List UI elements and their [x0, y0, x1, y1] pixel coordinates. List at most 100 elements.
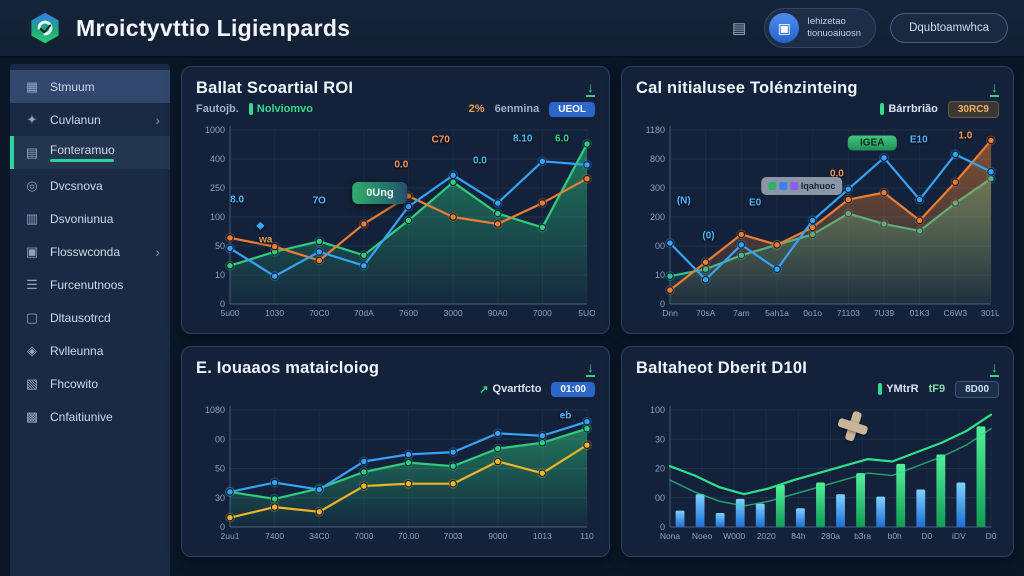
chart-panel-mataicloiog: E. Iouaaos mataicloiog ↓ ↗ Qvartfcto 01:00… — [181, 346, 610, 557]
panel-title: Ballat Scoartial ROI — [196, 79, 354, 98]
svg-text:3000: 3000 — [444, 308, 463, 318]
chartbox-icon: ▧ — [25, 375, 39, 391]
svg-text:D0: D0 — [986, 531, 997, 541]
avatar: ▣ — [769, 13, 800, 43]
sidebar-item-dltausotrcd[interactable]: ▢ Dltausotrcd — [10, 301, 170, 334]
svg-text:1030: 1030 — [265, 308, 284, 318]
legend-chip: Nolviomvo — [248, 103, 313, 116]
svg-text:0: 0 — [220, 299, 225, 309]
sidebar-item-furcenutnoos[interactable]: ☰ Furcenutnoos — [10, 268, 170, 301]
legend-chip: Bárrbrião — [880, 103, 938, 116]
list-icon: ☰ — [26, 276, 38, 292]
point-label: wa — [259, 234, 273, 246]
legend-chip: 2% — [468, 103, 485, 116]
sidebar-item-dsvoniunua[interactable]: ▥ Dsvoniunua — [10, 202, 170, 235]
svg-text:300: 300 — [650, 183, 665, 193]
point-label: 8.10 — [513, 133, 533, 145]
legend-chip: YMtrR — [878, 383, 919, 396]
svg-text:Nona: Nona — [660, 531, 681, 541]
legend-swatch — [878, 383, 883, 396]
sidebar-item-flosswconda[interactable]: ▣ Flosswconda › — [10, 235, 170, 268]
chart-canvas: 100 30 20 00 0 Nona Noeo W000 2020 84h 280a b3ra b0h… — [636, 400, 999, 548]
svg-text:0: 0 — [660, 522, 665, 532]
notification-icon[interactable]: ▤ — [732, 20, 747, 37]
user-pill[interactable]: ▣ Iehizetao tionuoaiuosn — [764, 8, 877, 48]
svg-text:70dA: 70dA — [354, 308, 374, 318]
sidebar-item-rvlleunna[interactable]: ◈ Rvlleunna — [10, 334, 170, 367]
sidebar-item-label: Dsvoniunua — [50, 211, 114, 226]
svg-text:250: 250 — [210, 183, 225, 193]
svg-text:1080: 1080 — [205, 405, 225, 415]
svg-text:00: 00 — [655, 241, 665, 251]
sidebar-item-cuvlanun[interactable]: ✦ Cuvlanun › — [10, 103, 170, 136]
chart-panel-roi: Ballat Scoartial ROI ↓ Fautojb. Nolviomvo… — [181, 66, 610, 334]
sidebar-item-label: Dvcsnova — [50, 178, 103, 193]
point-label: 0.0 — [472, 155, 487, 167]
svg-text:Dnn: Dnn — [662, 308, 678, 318]
svg-text:0: 0 — [660, 299, 665, 309]
point-label: (N) — [676, 195, 691, 207]
point-label: E0 — [748, 197, 762, 209]
download-icon[interactable]: ↓ — [990, 79, 999, 98]
sidebar-item-label: Dltausotrcd — [50, 310, 111, 325]
chart-canvas: 1000 400 250 100 50 10 0 5u00 1030 70C0 70dA 7600 30… — [196, 120, 596, 325]
grid-icon: ▦ — [25, 78, 39, 94]
svg-text:W000: W000 — [723, 531, 745, 541]
chevron-right-icon: › — [155, 243, 160, 260]
chart-tooltip-multi: Iqahuoc — [760, 176, 843, 195]
point-label: 6.0 — [555, 133, 569, 145]
download-icon[interactable]: ↓ — [990, 359, 999, 378]
svg-text:84h: 84h — [791, 531, 805, 541]
sidebar-item-label: Furcenutnoos — [50, 277, 124, 292]
svg-text:2020: 2020 — [757, 531, 776, 541]
sidebar-item-fhcowito[interactable]: ▧ Fhcowito — [10, 367, 170, 400]
svg-text:50: 50 — [215, 464, 225, 474]
page-title: Mroictyvttio Ligienpards — [76, 14, 351, 41]
download-icon[interactable]: ↓ — [586, 359, 595, 378]
sidebar-item-cnfaitiunive[interactable]: ▩ Cnfaitiunive — [10, 400, 170, 433]
sidebar-item-label: Stmuum — [50, 79, 95, 94]
svg-text:100: 100 — [650, 405, 665, 415]
sidebar-item-stmuum[interactable]: ▦ Stmuum — [10, 70, 170, 103]
svg-text:7003: 7003 — [444, 531, 463, 541]
chart-panel-tolenzinteing: Cal nitialusee Tolénzinteing ↓ Bárrbrião… — [621, 66, 1014, 334]
legend-swatch — [248, 103, 253, 116]
svg-text:C6W3: C6W3 — [944, 308, 968, 318]
spark-icon: ✦ — [26, 111, 38, 127]
legend-row: Bárrbrião 30RC9 — [636, 100, 999, 118]
download-icon[interactable]: ↓ — [586, 79, 595, 98]
svg-text:b3ra: b3ra — [854, 531, 871, 541]
header-action-button[interactable]: Dqubtoamwhca — [890, 13, 1008, 43]
svg-text:10: 10 — [215, 270, 225, 280]
chevron-right-icon: › — [155, 111, 160, 128]
legend-chip: ↗ Qvartfcto — [479, 383, 542, 396]
svg-text:400: 400 — [210, 154, 225, 164]
legend-chip: Fautojb. — [196, 103, 239, 116]
chart-canvas: 1080 00 50 30 0 2uu1 7400 34C0 7000 70.00 7003 9000… — [196, 400, 595, 548]
sidebar-item-dvcsnova[interactable]: ◎ Dvcsnova — [10, 169, 170, 202]
svg-text:Noeo: Noeo — [692, 531, 713, 541]
svg-text:b0h: b0h — [888, 531, 902, 541]
chart-canvas: 1180 800 300 200 00 10 0 Dnn 70sA 7am 5ah1a 0o1o 711… — [636, 120, 1002, 325]
svg-text:00: 00 — [215, 434, 225, 444]
point-label: 0.0 — [829, 168, 844, 179]
legend-badge: UEOL — [549, 101, 595, 117]
sidebar-item-fonteramuo[interactable]: ▤ Fonteramuo — [10, 136, 170, 169]
svg-text:50: 50 — [215, 241, 225, 251]
sidebar-item-label: Rvlleunna — [50, 343, 104, 358]
svg-text:7U39: 7U39 — [874, 308, 895, 318]
svg-text:7400: 7400 — [265, 531, 284, 541]
sidebar-item-label: Fhcowito — [50, 376, 99, 391]
svg-text:70.00: 70.00 — [398, 531, 420, 541]
svg-text:7000: 7000 — [533, 308, 552, 318]
svg-text:301U: 301U — [981, 308, 999, 318]
legend-row: Fautojb. Nolviomvo 2% 6enmina UEOL — [196, 100, 595, 118]
svg-text:1013: 1013 — [533, 531, 552, 541]
point-label: 8.0 — [230, 194, 245, 206]
svg-text:34C0: 34C0 — [309, 531, 330, 541]
svg-text:30: 30 — [655, 434, 665, 444]
board-icon: ▣ — [25, 243, 39, 259]
svg-text:30: 30 — [215, 493, 225, 503]
